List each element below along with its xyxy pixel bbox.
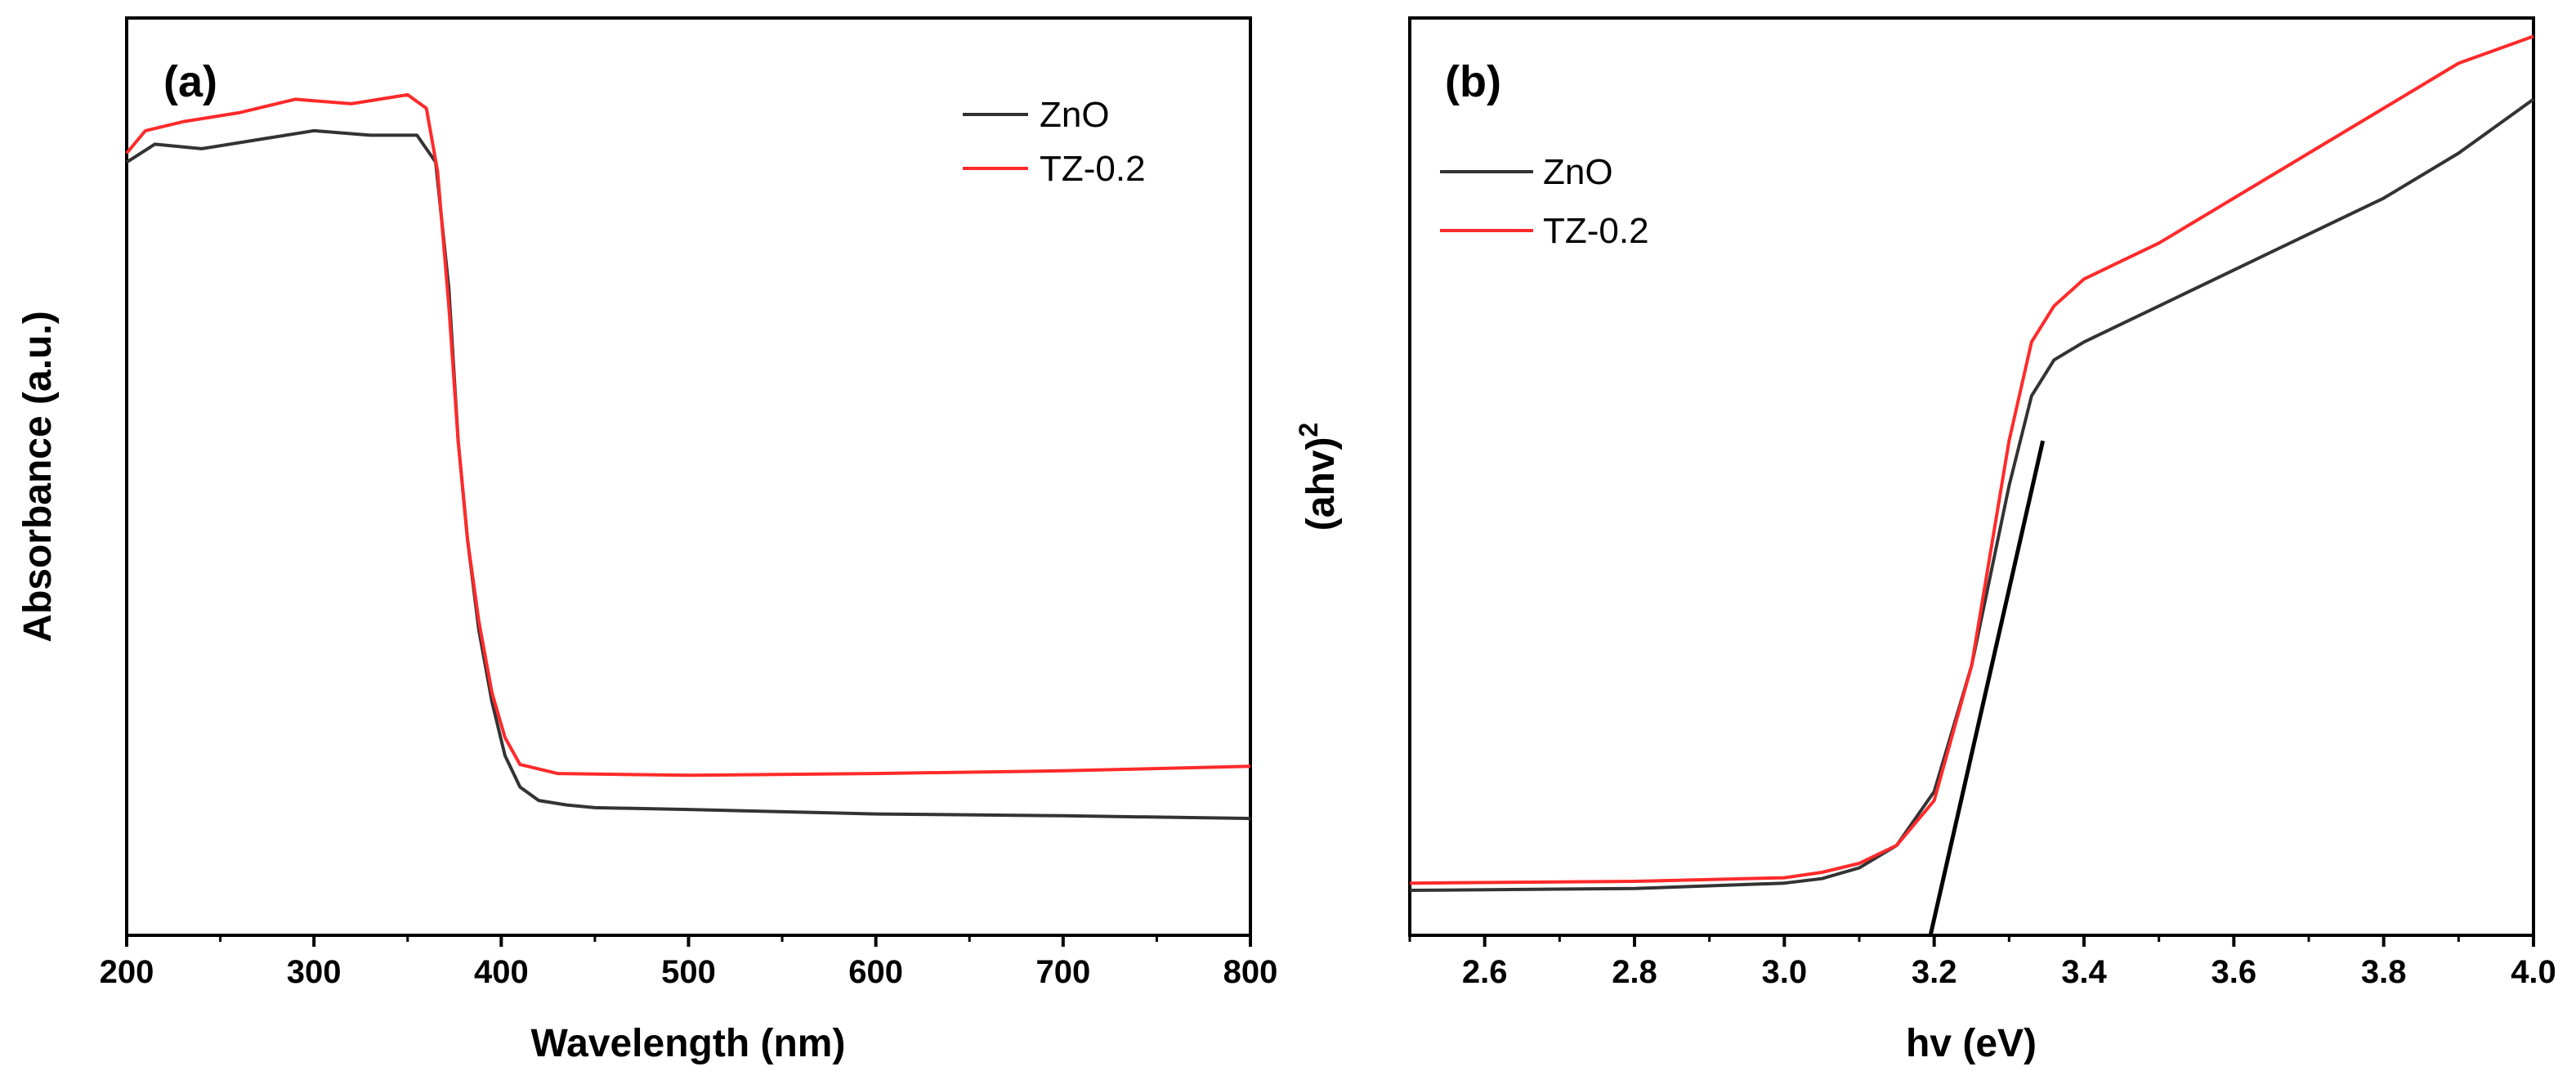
x-tick-label: 3.6: [2212, 954, 2257, 990]
x-tick-label: 200: [100, 954, 154, 990]
panel-b-label: (b): [1445, 57, 1501, 106]
panel-b-frame: [1408, 16, 2535, 937]
series-line-zno: [125, 128, 1251, 821]
x-tick-label: 3.4: [2061, 954, 2107, 990]
panel-a-series: [125, 92, 1251, 821]
panel-b-ylabel-base: (ahv): [1299, 437, 1343, 531]
x-tick-label: 2.8: [1612, 954, 1657, 990]
legend-label-zno: ZnO: [1543, 152, 1613, 192]
panel-b-series: [1409, 34, 2535, 936]
panel-a-legend: ZnO TZ-0.2: [963, 95, 1146, 189]
x-tick-label: 4.0: [2511, 954, 2556, 990]
panel-b: 2.6 2.8 3.0 3.2 3.4 3.6 3.8 4.0 (b) hv (eV) (ah…: [1294, 16, 2556, 1065]
panel-b-ylabel-sup: 2: [1294, 423, 1323, 437]
x-tick-label: 600: [848, 954, 903, 990]
series-line-linear-fit: [1928, 440, 2046, 936]
x-tick-label: 2.6: [1462, 954, 1508, 990]
panel-a-label: (a): [163, 57, 217, 106]
series-line-tz-0-2: [1409, 34, 2534, 885]
x-tick-label: 3.0: [1762, 954, 1808, 990]
series-line-tz-0-2: [125, 92, 1251, 778]
legend-label-tz: TZ-0.2: [1040, 149, 1146, 189]
x-tick-label: 800: [1223, 954, 1278, 990]
legend-label-zno: ZnO: [1040, 95, 1110, 135]
x-tick-label: 3.8: [2361, 954, 2407, 990]
x-tick-label: 400: [474, 954, 529, 990]
panel-b-ticks: 2.6 2.8 3.0 3.2 3.4 3.6 3.8 4.0: [1408, 935, 2556, 990]
panel-b-xlabel: hv (eV): [1906, 1022, 2037, 1065]
panel-b-legend: ZnO TZ-0.2: [1440, 152, 1649, 251]
panel-a: 200 300 400 500 600 700 800 (a) Wavelength (nm…: [16, 16, 1278, 1065]
panel-a-ticks: 200 300 400 500 600 700 800: [100, 935, 1278, 990]
x-tick-label: 3.2: [1912, 954, 1957, 990]
series-line-zno: [1409, 97, 2535, 892]
panel-b-ylabel: (ahv)2: [1294, 423, 1343, 531]
panel-a-xlabel: Wavelength (nm): [531, 1022, 846, 1065]
panel-a-ylabel: Absorbance (a.u.): [16, 311, 60, 642]
legend-label-tz: TZ-0.2: [1543, 211, 1649, 251]
x-tick-label: 700: [1035, 954, 1090, 990]
x-tick-label: 300: [287, 954, 342, 990]
x-tick-label: 500: [661, 954, 716, 990]
